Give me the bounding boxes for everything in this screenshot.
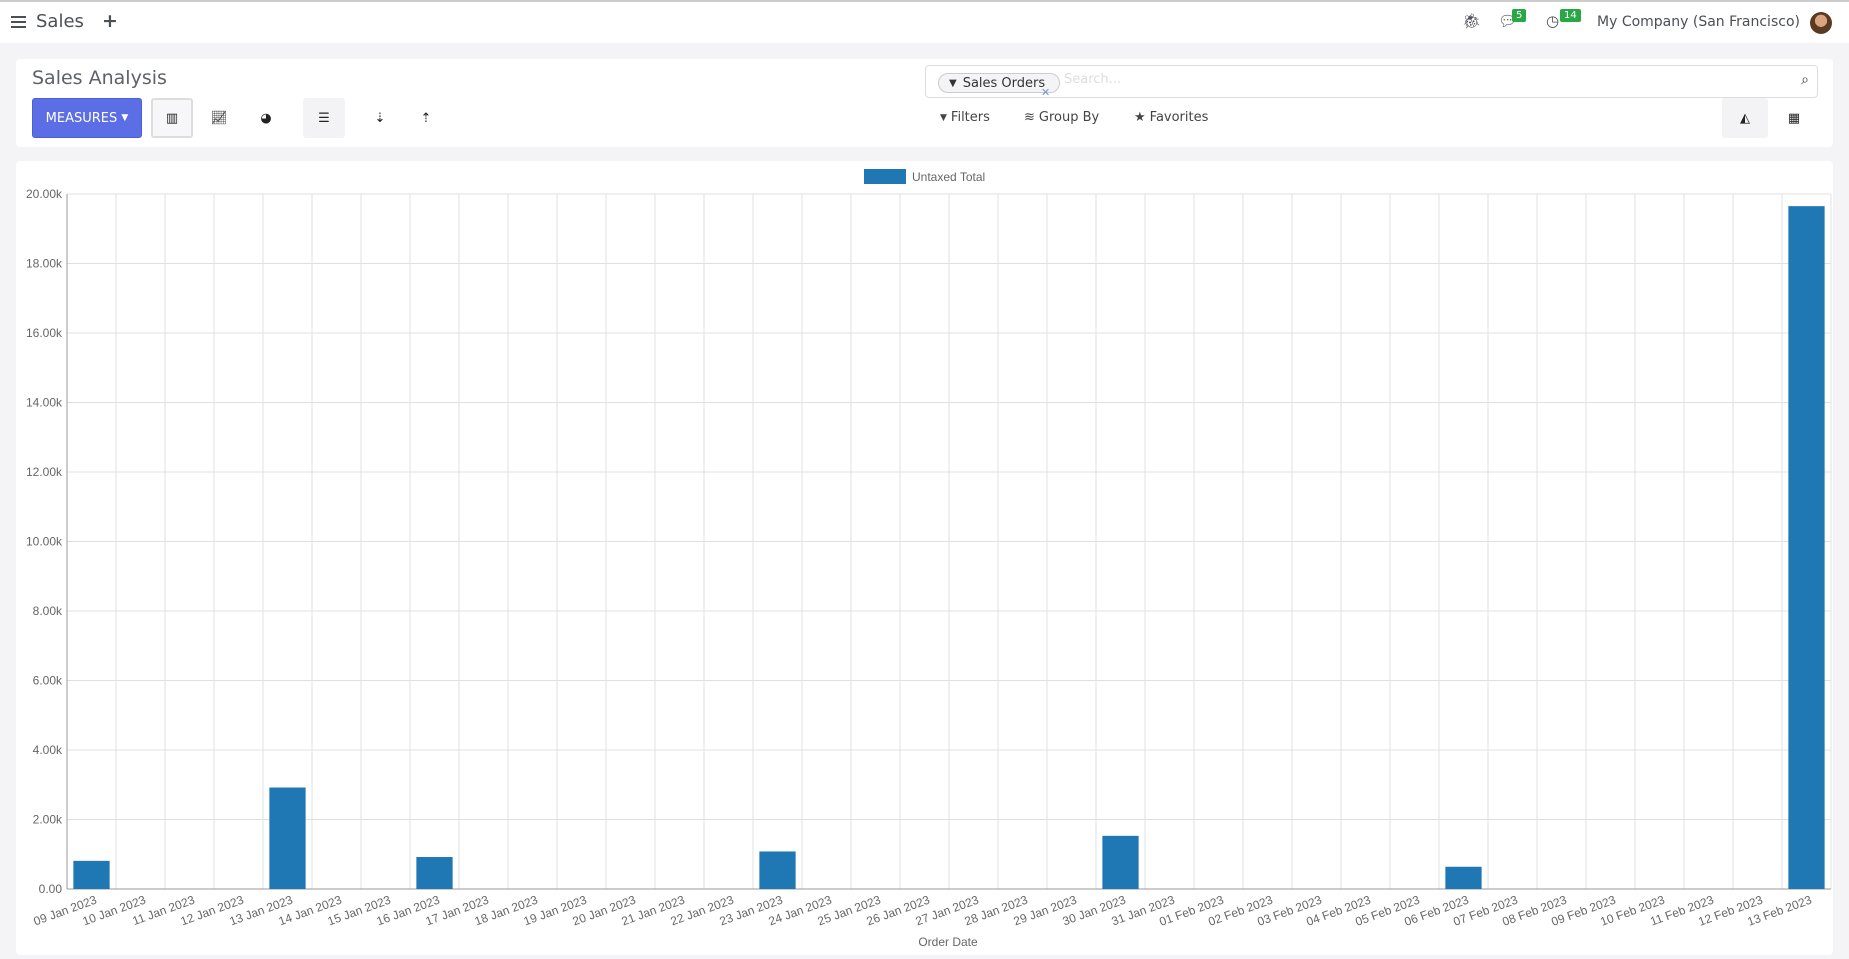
line-chart-button[interactable]: 📈︎: [198, 98, 240, 138]
y-tick-label: 0.00: [39, 882, 63, 896]
legend-swatch[interactable]: [864, 169, 906, 184]
y-tick-label: 16.00k: [26, 326, 63, 340]
activity-clock-icon[interactable]: ◷: [1546, 12, 1560, 30]
bar[interactable]: [1445, 866, 1482, 889]
bar[interactable]: [269, 787, 306, 889]
pie-chart-icon: ◕: [260, 110, 272, 126]
bar[interactable]: [759, 851, 796, 889]
y-tick-label: 20.00k: [26, 187, 63, 201]
y-tick-label: 8.00k: [33, 604, 63, 618]
line-chart-icon: 📈︎: [210, 110, 228, 126]
y-tick-label: 6.00k: [33, 674, 63, 688]
y-tick-label: 10.00k: [26, 535, 63, 549]
control-panel: Sales Analysis MEASURES ▼ ▥ 📈︎ ◕ ☰ ⇣ ⇡ ▼…: [16, 59, 1833, 147]
filters-dropdown[interactable]: ▼ Filters: [940, 110, 990, 125]
activity-count-badge: 14: [1560, 9, 1581, 22]
database-stack-icon: ☰: [318, 110, 330, 126]
table-grid-icon: ▦: [1787, 110, 1801, 126]
pie-chart-button[interactable]: ◕: [245, 98, 287, 138]
bar-chart: 0.00 2.00k 4.00k 6.00k 8.00k 10.00k 12.00k 14.0…: [26, 169, 1832, 949]
filter-icon: ▼: [949, 77, 957, 89]
bar[interactable]: [1102, 835, 1139, 889]
search-bar: ▼ Sales Orders ✕ ⌕: [925, 65, 1818, 99]
sort-descending-icon: ⇣: [374, 110, 386, 126]
y-tick-label: 14.00k: [26, 396, 63, 410]
bar-chart-button[interactable]: ▥: [151, 98, 193, 138]
star-icon: ★: [1134, 110, 1146, 125]
bar[interactable]: [1788, 206, 1825, 890]
remove-facet-icon[interactable]: ✕: [1041, 86, 1051, 99]
debug-bug-icon[interactable]: 🐞︎: [1462, 12, 1482, 30]
chart-panel: 0.00 2.00k 4.00k 6.00k 8.00k 10.00k 12.00k 14.0…: [16, 161, 1833, 955]
area-chart-icon: ◭: [1740, 110, 1750, 126]
top-navbar: Sales + 🐞︎ 💬︎ 5 ◷ 14 My Company (San Fra…: [0, 2, 1849, 43]
search-icon[interactable]: ⌕: [1801, 72, 1809, 88]
search-facet-sales-orders[interactable]: ▼ Sales Orders: [938, 73, 1061, 93]
group-by-dropdown[interactable]: ≋ Group By: [1024, 110, 1099, 125]
graph-view-button[interactable]: ◭: [1722, 98, 1768, 138]
pivot-view-button[interactable]: ▦: [1773, 98, 1815, 138]
search-input[interactable]: [1064, 72, 1764, 87]
y-tick-label: 18.00k: [26, 257, 63, 271]
layers-icon: ≋: [1024, 110, 1035, 125]
hamburger-menu-icon[interactable]: [11, 16, 26, 28]
company-switcher[interactable]: My Company (San Francisco): [1597, 14, 1800, 30]
sort-ascending-button[interactable]: ⇡: [405, 98, 447, 138]
legend-label: Untaxed Total: [912, 170, 985, 184]
measures-button[interactable]: MEASURES ▼: [32, 98, 142, 138]
filter-icon: ▼: [940, 112, 947, 123]
facet-label: Sales Orders: [962, 75, 1046, 91]
sort-descending-button[interactable]: ⇣: [359, 98, 401, 138]
measures-label: MEASURES: [45, 110, 118, 126]
y-tick-label: 12.00k: [26, 465, 63, 479]
favorites-dropdown[interactable]: ★ Favorites: [1134, 110, 1208, 125]
sort-ascending-icon: ⇡: [420, 110, 432, 126]
app-title[interactable]: Sales: [36, 11, 84, 32]
bar-chart-icon: ▥: [165, 110, 179, 126]
stacked-button[interactable]: ☰: [303, 98, 345, 138]
bar[interactable]: [416, 857, 453, 889]
user-avatar[interactable]: [1810, 12, 1832, 34]
new-plus-icon[interactable]: +: [102, 10, 118, 32]
group-by-label: Group By: [1038, 110, 1100, 125]
page-title: Sales Analysis: [32, 67, 167, 89]
caret-down-icon: ▼: [121, 113, 129, 123]
x-axis-label: Order Date: [918, 935, 978, 949]
bar[interactable]: [73, 860, 110, 889]
y-tick-label: 4.00k: [33, 743, 63, 757]
favorites-label: Favorites: [1149, 110, 1209, 125]
y-tick-label: 2.00k: [33, 813, 63, 827]
chat-count-badge: 5: [1512, 9, 1527, 22]
filters-label: Filters: [950, 110, 990, 125]
